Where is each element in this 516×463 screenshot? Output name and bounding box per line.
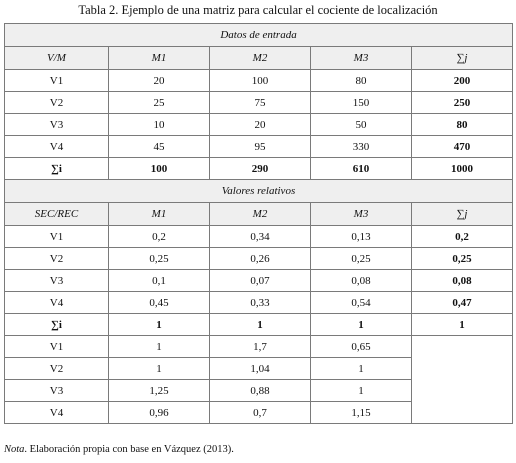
note-text: . Elaboración propia con base en Vázquez… [24,444,234,455]
table-row: V2 0,25 0,26 0,25 0,25 [4,247,514,270]
table-cell: 0,1 [108,269,210,292]
row-label: V1 [4,335,109,358]
table-cell: 1,15 [310,401,412,424]
table-cell: 80 [310,69,412,92]
table-cell: 75 [209,91,311,114]
table-row: V3 0,1 0,07 0,08 0,08 [4,269,514,292]
table-row: V3 10 20 50 80 [4,113,514,136]
row-label: ∑i [4,157,109,180]
table-cell: 95 [209,135,311,158]
table-cell: 0,65 [310,335,412,358]
table-cell: 0,88 [209,379,311,402]
table-cell: 0,07 [209,269,311,292]
table-row: V1 20 100 80 200 [4,69,514,92]
column-header: M1 [108,202,210,226]
table-cell: 1,25 [108,379,210,402]
column-header: M2 [209,46,311,70]
table-row: V4 0,45 0,33 0,54 0,47 [4,291,514,314]
table-cell: 20 [108,69,210,92]
total-cell: 290 [209,157,311,180]
table-row: V1 0,2 0,34 0,13 0,2 [4,225,514,248]
table-cell: 25 [108,91,210,114]
total-cell: 1 [108,313,210,336]
table-cell: 1 [310,357,412,380]
table-cell: 150 [310,91,412,114]
table-note: Nota. Elaboración propia con base en Váz… [4,444,234,455]
table-cell: 0,26 [209,247,311,270]
table-cell: 1,7 [209,335,311,358]
row-sum-cell: 200 [410,69,514,92]
table-cell: 45 [108,135,210,158]
row-label: V4 [4,135,109,158]
table-cell: 10 [108,113,210,136]
table-cell: 0,13 [310,225,412,248]
row-label: V1 [4,69,109,92]
row-label: V2 [4,91,109,114]
table-caption: Tabla 2. Ejemplo de una matriz para calc… [78,3,438,17]
row-label: V4 [4,291,109,314]
table-cell: 20 [209,113,311,136]
column-header: ∑j [410,46,514,70]
total-row: ∑i 1 1 1 1 [4,313,514,336]
row-label: V1 [4,225,109,248]
row-label: V3 [4,379,109,402]
column-header: V/M [4,46,109,70]
table-cell: 1 [108,357,210,380]
table-cell: 0,33 [209,291,311,314]
table-cell: 0,25 [310,247,412,270]
table-cell: 330 [310,135,412,158]
section-title-relative-values: Valores relativos [3,179,514,203]
table-cell: 0,96 [108,401,210,424]
column-header: M2 [209,202,311,226]
column-header: ∑j [410,202,514,226]
note-label: Nota [4,444,25,455]
table-cell: 50 [310,113,412,136]
row-label: ∑i [4,313,109,336]
table-row: V4 0,96 0,7 1,15 [4,401,513,424]
table-cell: 0,08 [310,269,412,292]
table-row: V1 1 1,7 0,65 [4,335,514,424]
total-cell: 1000 [410,157,514,180]
table-row: V2 25 75 150 250 [4,91,514,114]
total-cell: 1 [310,313,412,336]
row-sum-cell: 0,08 [410,269,514,292]
table-row: V4 45 95 330 470 [4,135,514,158]
column-header: M3 [310,46,412,70]
row-sum-cell: 250 [410,91,514,114]
row-sum-cell: 80 [410,113,514,136]
table-cell: 0,54 [310,291,412,314]
table-cell: 1 [310,379,412,402]
column-header: M1 [108,46,210,70]
row-label: V4 [4,401,109,424]
table-cell: 0,7 [209,401,311,424]
total-row: ∑i 100 290 610 1000 [4,157,514,180]
section-title-input-data: Datos de entrada [3,23,514,47]
table-cell: 100 [209,69,311,92]
total-cell: 1 [209,313,311,336]
table-cell: 0,45 [108,291,210,314]
row-label: V3 [4,113,109,136]
table-cell: 1 [108,335,210,358]
row-label: V3 [4,269,109,292]
row-sum-cell: 0,2 [410,225,514,248]
total-cell: 100 [108,157,210,180]
total-cell: 1 [410,313,514,336]
table-cell: 0,34 [209,225,311,248]
column-header: SEC/REC [4,202,109,226]
total-cell: 610 [310,157,412,180]
empty-cell [410,335,514,424]
column-header: M3 [310,202,412,226]
row-label: V2 [4,247,109,270]
location-quotient-table: Datos de entrada V/M M1 M2 M3 ∑j V1 20 1… [3,23,514,424]
row-sum-cell: 0,25 [410,247,514,270]
table-cell: 0,25 [108,247,210,270]
table-row: V3 1,25 0,88 1 [4,379,513,402]
row-sum-cell: 0,47 [410,291,514,314]
row-sum-cell: 470 [410,135,514,158]
row-label: V2 [4,357,109,380]
table-cell: 1,04 [209,357,311,380]
table-cell: 0,2 [108,225,210,248]
